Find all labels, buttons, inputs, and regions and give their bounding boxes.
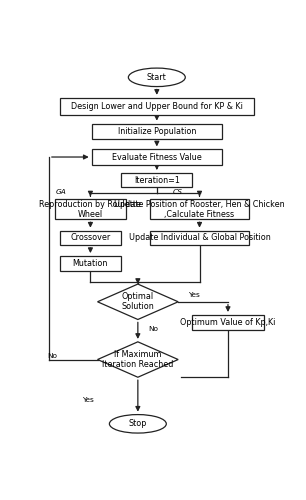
Text: Start: Start: [147, 73, 167, 82]
Bar: [91, 124, 222, 139]
Text: Optimal
Solution: Optimal Solution: [121, 292, 154, 312]
Bar: [60, 230, 121, 245]
Polygon shape: [98, 342, 178, 377]
Text: No: No: [148, 326, 159, 332]
Text: Yes: Yes: [82, 396, 94, 402]
Text: Reproduction by Roulette
Wheel: Reproduction by Roulette Wheel: [39, 200, 141, 219]
Bar: [60, 256, 121, 270]
Text: Update Position of Rooster, Hen & Chicken
,Calculate Fitness: Update Position of Rooster, Hen & Chicke…: [114, 200, 285, 219]
Text: Mutation: Mutation: [73, 259, 108, 268]
Ellipse shape: [129, 68, 185, 86]
Bar: [55, 200, 126, 220]
Bar: [60, 98, 254, 114]
Ellipse shape: [110, 414, 166, 433]
Text: GA: GA: [56, 188, 67, 194]
Text: Evaluate Fitness Value: Evaluate Fitness Value: [112, 152, 202, 162]
Bar: [150, 230, 249, 245]
Text: If Maximum
Iteration Reached: If Maximum Iteration Reached: [102, 350, 174, 369]
Text: Iteration=1: Iteration=1: [134, 176, 180, 184]
Text: Crossover: Crossover: [70, 234, 110, 242]
Bar: [121, 173, 192, 188]
Text: Update Individual & Global Position: Update Individual & Global Position: [129, 234, 271, 242]
Text: Initialize Population: Initialize Population: [118, 126, 196, 136]
Polygon shape: [98, 284, 178, 320]
Text: No: No: [48, 352, 58, 358]
Text: CS: CS: [172, 188, 182, 194]
Text: Yes: Yes: [188, 292, 200, 298]
Text: Design Lower and Upper Bound for KP & Ki: Design Lower and Upper Bound for KP & Ki: [71, 102, 243, 110]
Bar: [150, 200, 249, 220]
Text: Optimum Value of Kp,Ki: Optimum Value of Kp,Ki: [180, 318, 276, 327]
Text: Stop: Stop: [129, 420, 147, 428]
Bar: [91, 150, 222, 164]
Bar: [192, 315, 263, 330]
